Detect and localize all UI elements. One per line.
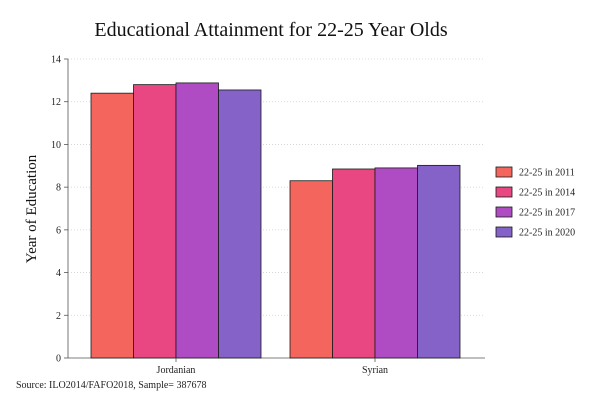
legend-swatch	[495, 226, 513, 238]
bar-syrian-2	[332, 168, 376, 359]
x-tick-label: Syrian	[362, 365, 388, 376]
bar-jordanian-2	[133, 84, 177, 359]
legend: 22-25 in 2011 22-25 in 2014 22-25 in 2017 2…	[495, 166, 575, 239]
legend-label: 22-25 in 2017	[519, 208, 575, 219]
legend-label: 22-25 in 2020	[519, 228, 575, 239]
legend-swatch	[495, 206, 513, 218]
y-tick-label: 12	[51, 97, 61, 108]
legend-swatch	[495, 186, 513, 198]
chart-title: Educational Attainment for 22-25 Year Ol…	[94, 19, 447, 41]
y-tick-label: 6	[56, 225, 61, 236]
legend-label: 22-25 in 2014	[519, 188, 575, 199]
legend-swatch	[495, 166, 513, 178]
bar-syrian-4	[417, 164, 461, 359]
y-tick-label: 0	[56, 354, 61, 365]
y-tick-label: 10	[51, 140, 61, 151]
bar-jordanian-4	[218, 89, 262, 359]
legend-label: 22-25 in 2011	[519, 168, 575, 179]
plot-area: 0 2 4 6 8 10 12 14 Jordanian Syrian	[51, 55, 485, 376]
y-tick-label: 4	[56, 268, 61, 279]
bar-jordanian-1	[90, 92, 134, 359]
source-note: Source: ILO2014/FAFO2018, Sample= 387678	[16, 380, 206, 391]
x-tick-label: Jordanian	[157, 365, 196, 376]
y-tick-label: 14	[51, 55, 61, 66]
bar-syrian-3	[374, 167, 418, 359]
y-axis-label: Year of Education	[24, 154, 40, 263]
y-tick-label: 2	[56, 311, 61, 322]
bar-syrian-1	[289, 180, 333, 359]
bar-jordanian-3	[175, 82, 219, 359]
y-tick-label: 8	[56, 183, 61, 194]
